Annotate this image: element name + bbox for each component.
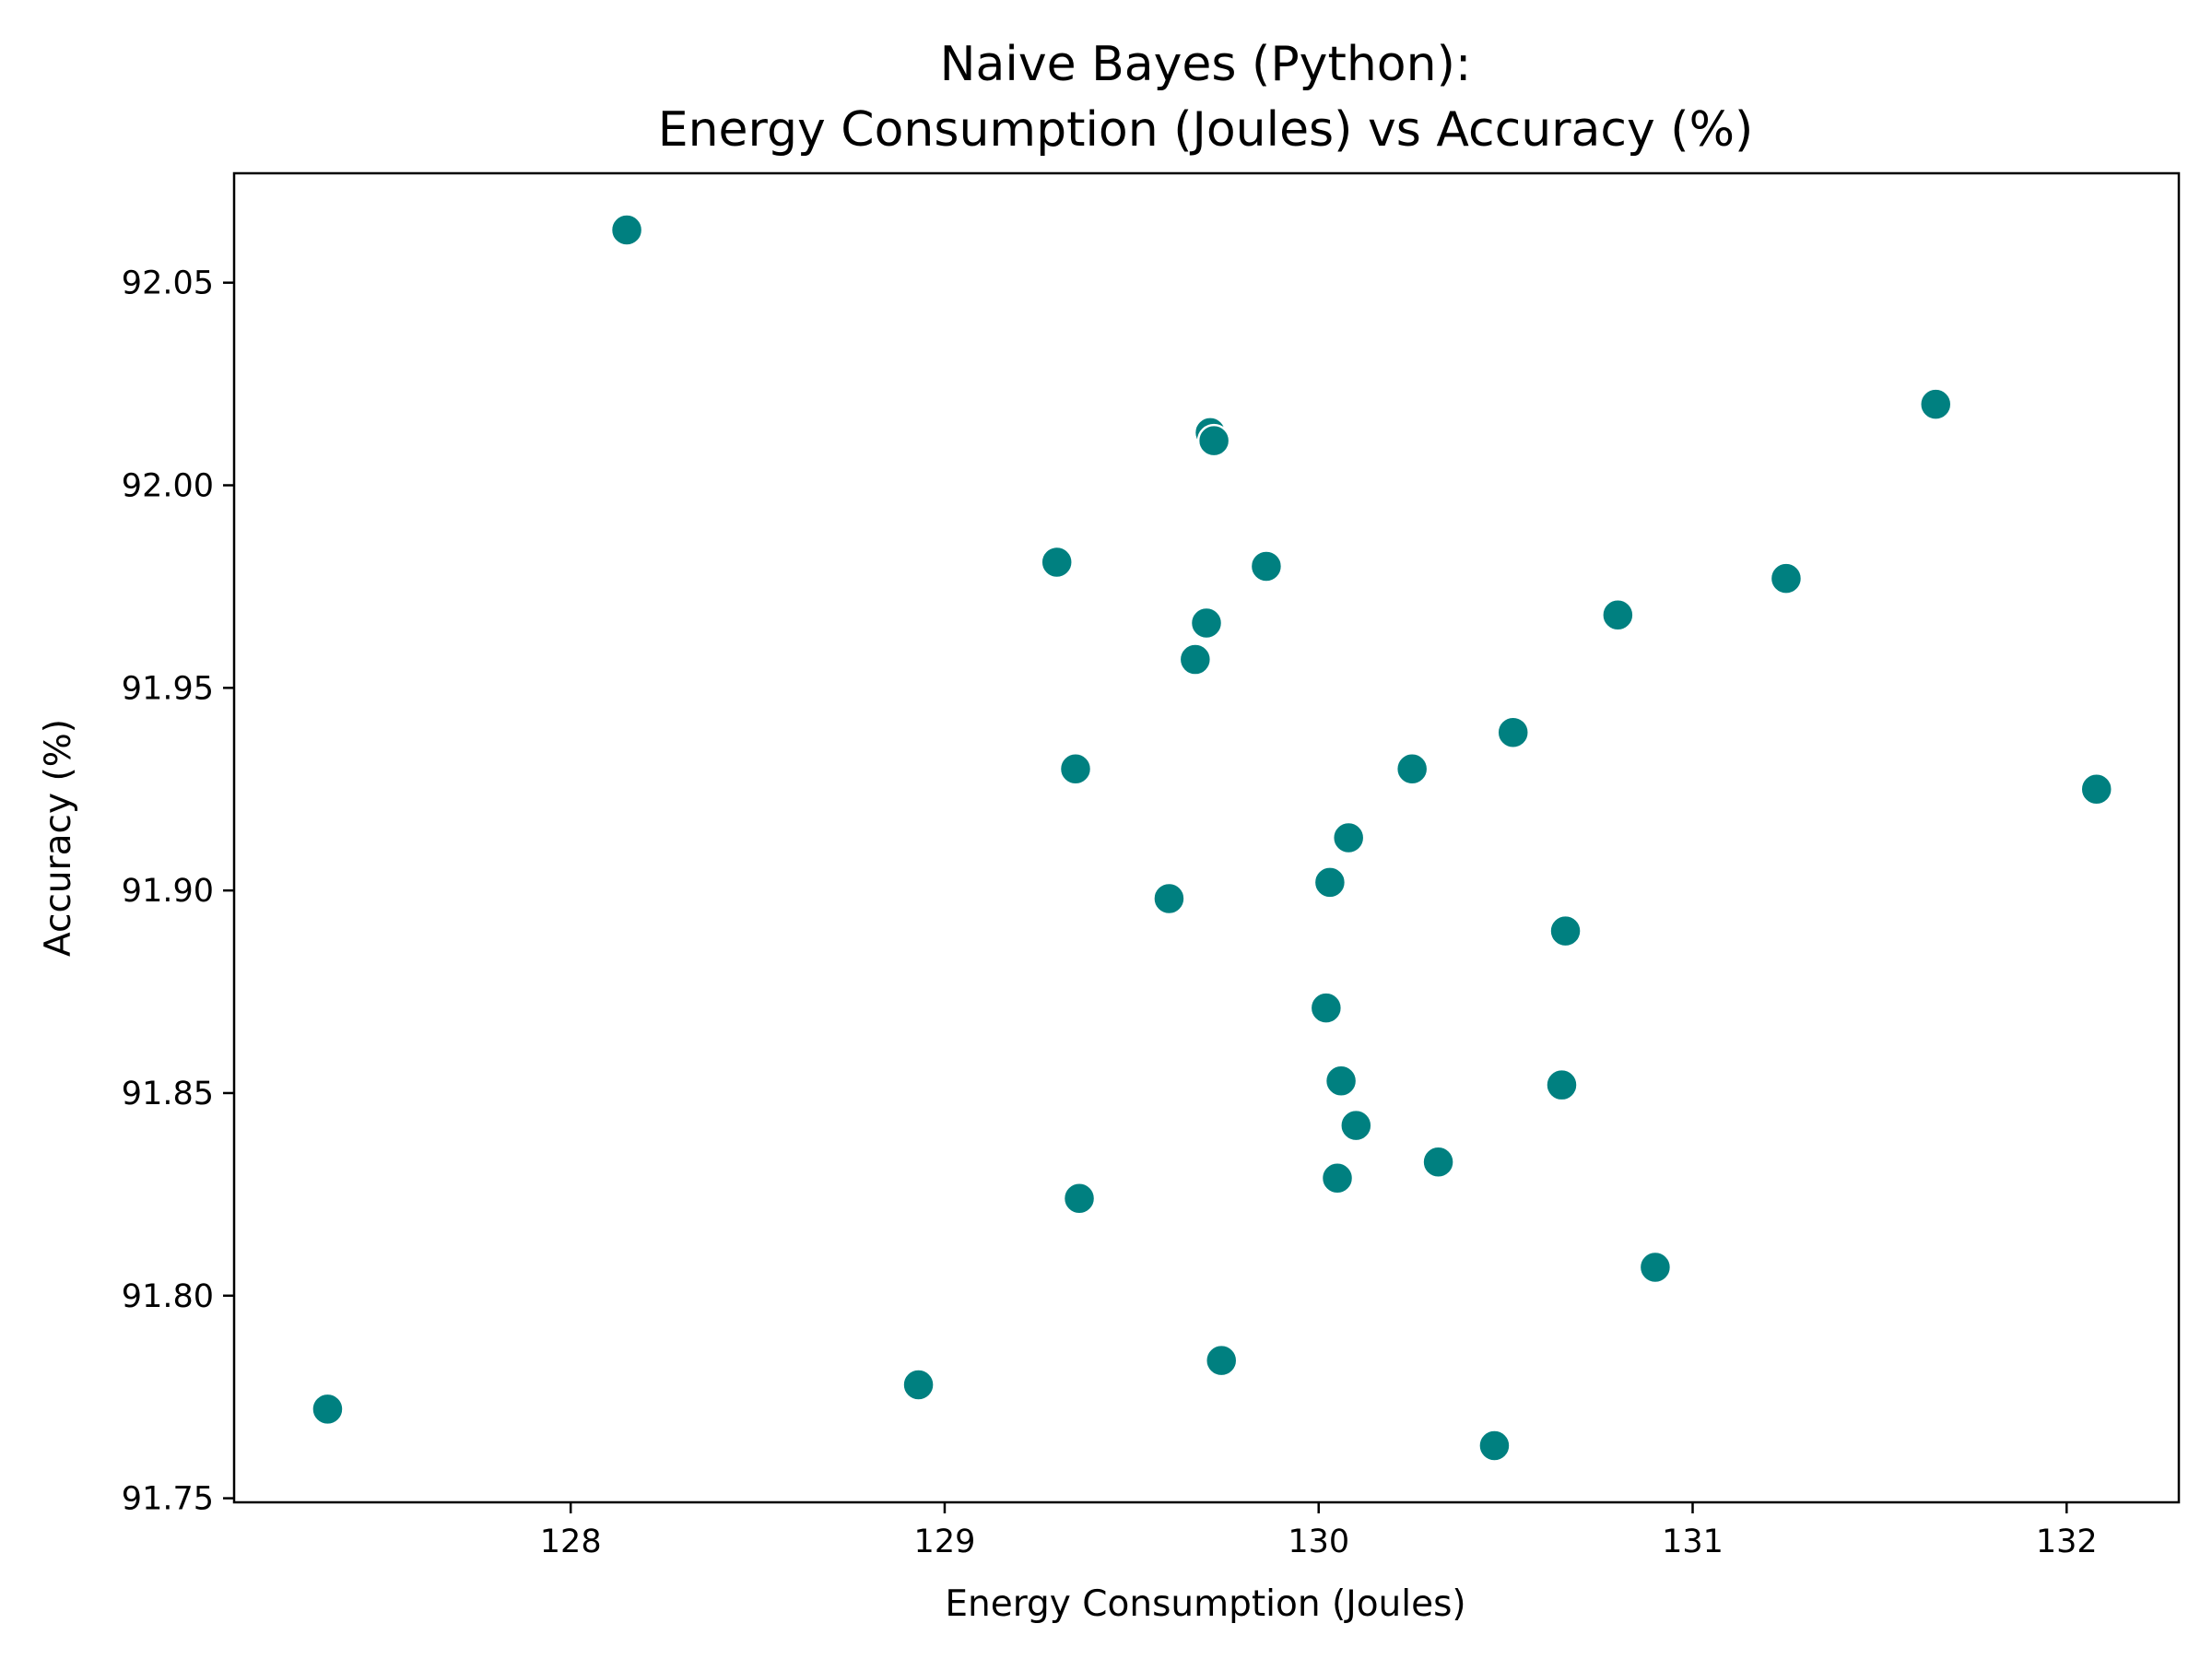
y-axis-ticks: 91.75 91.80 91.85 91.90 91.95 92.00 92.05 [122,265,234,1518]
x-tick-label: 132 [2036,1524,2098,1560]
x-tick-label: 129 [914,1524,976,1560]
data-point [1339,1108,1373,1143]
data-point [1058,752,1093,786]
y-tick-label: 91.90 [122,873,214,910]
data-points [311,213,2113,1463]
chart-title-line-2: Energy Consumption (Joules) vs Accuracy … [658,102,1754,158]
data-point [1394,752,1430,786]
x-axis-label: Energy Consumption (Joules) [945,1583,1465,1625]
x-axis-ticks: 128 129 130 131 132 [540,1502,2098,1560]
y-tick-label: 92.00 [122,468,214,505]
data-point [901,1368,935,1402]
data-point [1196,423,1231,458]
data-point [1421,1145,1455,1179]
data-point [1062,1182,1097,1216]
y-tick-label: 91.80 [122,1278,214,1315]
data-point [1040,545,1074,580]
data-point [1548,913,1583,948]
y-axis-label: Accuracy (%) [38,719,79,957]
y-tick-label: 92.05 [122,265,214,302]
x-tick-label: 128 [540,1524,602,1560]
data-point [1320,1161,1355,1195]
data-point [1331,820,1366,855]
data-point [1545,1067,1579,1102]
data-point [1204,1343,1239,1378]
x-tick-label: 130 [1288,1524,1349,1560]
data-point [1601,597,1635,632]
data-point [2079,771,2113,806]
data-point [609,213,644,247]
y-tick-label: 91.85 [122,1076,214,1112]
data-point [1152,881,1186,916]
data-point [1496,715,1530,749]
plot-area-frame [232,171,2181,1504]
data-point [1769,561,1804,595]
data-point [1477,1429,1512,1463]
data-point [1249,549,1284,583]
y-tick-label: 91.75 [122,1481,214,1518]
data-point [1919,387,1953,421]
y-tick-label: 91.95 [122,670,214,707]
data-point [1178,642,1213,677]
x-tick-label: 131 [1662,1524,1724,1560]
chart-title-line-1: Naive Bayes (Python): [940,37,1472,92]
data-point [311,1392,345,1427]
data-point [1309,991,1344,1025]
data-point [1324,1064,1359,1099]
data-point [1312,865,1347,900]
data-point [1638,1250,1673,1285]
data-point [1189,606,1224,641]
